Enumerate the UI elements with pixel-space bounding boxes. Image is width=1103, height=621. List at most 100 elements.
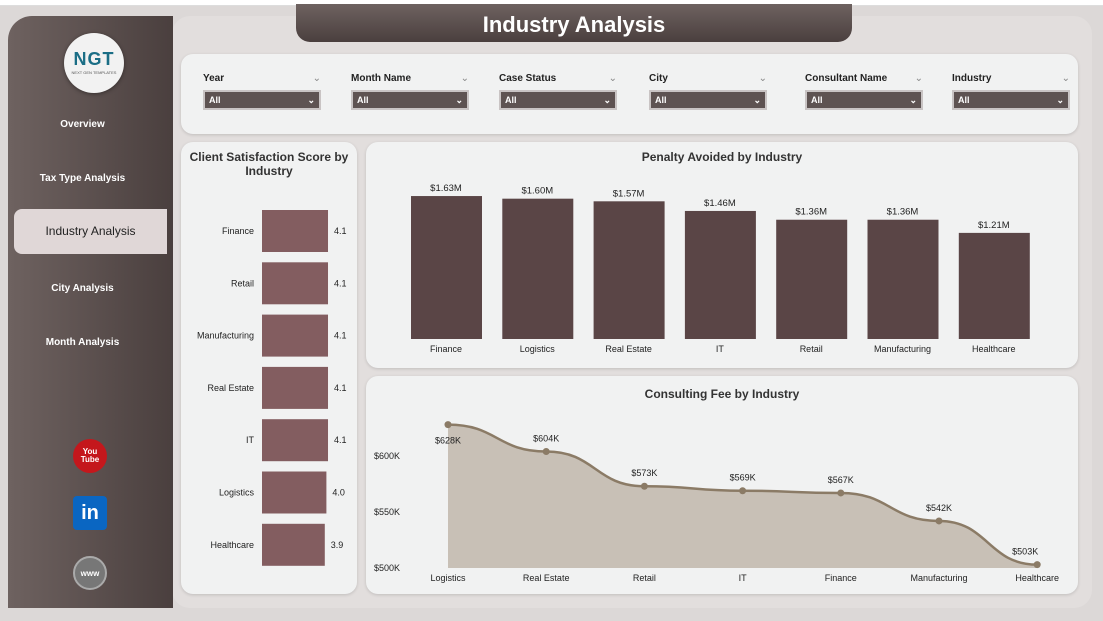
chevron-down-icon: ⌄ (753, 95, 761, 105)
data-label: $1.36M (795, 207, 827, 218)
data-point (837, 489, 845, 497)
filter-year: Year ⌄ All ⌄ (203, 73, 321, 110)
penalty-title: Penalty Avoided by Industry (641, 150, 803, 164)
data-label: 4.1 (334, 278, 347, 288)
sidebar-item-industry[interactable]: Industry Analysis (14, 209, 167, 254)
data-label: $569K (730, 473, 756, 483)
bar (262, 210, 329, 252)
filter-panel (181, 54, 1078, 134)
data-label: 4.1 (334, 226, 347, 236)
category-label: Retail (800, 344, 823, 354)
bar (776, 219, 848, 339)
data-label: 3.9 (331, 540, 344, 550)
chevron-down-icon: ⌄ (307, 95, 315, 105)
data-label: $604K (533, 434, 559, 444)
satisfaction-title: Client Satisfaction Score by Industry (189, 150, 349, 178)
chevron-down-icon[interactable]: ⌄ (758, 73, 767, 84)
data-label: $567K (828, 475, 854, 485)
category-label: Real Estate (605, 344, 652, 354)
filter-city: City ⌄ All ⌄ (649, 73, 767, 110)
data-point (739, 487, 747, 495)
category-label: Manufacturing (874, 344, 931, 354)
chevron-down-icon[interactable]: ⌄ (608, 73, 617, 84)
bar (867, 219, 939, 339)
data-label: 4.1 (334, 383, 347, 393)
category-label: Retail (231, 278, 254, 288)
category-label: Finance (825, 573, 857, 583)
data-label: $1.36M (887, 207, 919, 218)
category-label: Manufacturing (197, 331, 254, 341)
filter-label-text: Industry (952, 73, 992, 84)
filter-industry: Industry ⌄ All ⌄ (952, 73, 1070, 110)
satisfaction-chart: Finance 4.1 Retail 4.1 Manufacturing 4.1 Real … (197, 210, 347, 566)
category-label: Real Estate (207, 383, 254, 393)
data-point (1033, 561, 1041, 569)
sidebar-item-tax-type[interactable]: Tax Type Analysis (39, 173, 126, 184)
bar (593, 201, 665, 339)
logo: NGT NEXT GEN TEMPLATES (64, 33, 124, 93)
filter-dropdown[interactable]: All ⌄ (649, 90, 767, 110)
filter-value: All (357, 95, 369, 105)
filter-label-text: Case Status (499, 73, 557, 84)
category-label: IT (739, 573, 748, 583)
filter-dropdown[interactable]: All ⌄ (203, 90, 321, 110)
category-label: Healthcare (210, 540, 254, 550)
filter-label: City ⌄ (649, 73, 767, 84)
filter-case-status: Case Status ⌄ All ⌄ (499, 73, 617, 110)
penalty-chart: $1.63M Finance $1.60M Logistics $1.57M Real E… (411, 183, 1030, 354)
data-label: $1.60M (521, 186, 553, 197)
sidebar-item-city[interactable]: City Analysis (51, 283, 114, 294)
category-label: Logistics (520, 344, 556, 354)
filter-value: All (811, 95, 823, 105)
filter-label-text: City (649, 73, 668, 84)
filter-label: Year ⌄ (203, 73, 321, 84)
category-label: Logistics (219, 488, 255, 498)
y-tick-label: $600K (374, 451, 400, 461)
filter-label-text: Consultant Name (805, 73, 888, 84)
chevron-down-icon[interactable]: ⌄ (460, 73, 469, 84)
fee-title: Consulting Fee by Industry (644, 387, 800, 401)
data-label: $1.46M (704, 198, 736, 209)
youtube-icon[interactable]: You Tube (73, 439, 107, 473)
filter-value: All (209, 95, 221, 105)
data-label: $542K (926, 503, 952, 513)
chevron-down-icon[interactable]: ⌄ (1061, 73, 1070, 84)
bar (262, 471, 327, 514)
category-label: Real Estate (523, 573, 570, 583)
bar (411, 196, 482, 339)
category-label: Healthcare (1015, 573, 1059, 583)
chevron-down-icon: ⌄ (455, 95, 463, 105)
y-tick-label: $550K (374, 507, 400, 517)
filter-label: Consultant Name ⌄ (805, 73, 923, 84)
category-label: IT (246, 435, 255, 445)
linkedin-icon[interactable]: in (73, 496, 107, 530)
category-label: Finance (430, 344, 462, 354)
chevron-down-icon: ⌄ (909, 95, 917, 105)
globe-icon[interactable]: www (73, 556, 107, 590)
data-label: 4.1 (334, 331, 347, 341)
filter-month-name: Month Name ⌄ All ⌄ (351, 73, 469, 110)
fee-chart: $500K $550K $600K $628K Logistics $604K Real E… (374, 421, 1059, 583)
filter-value: All (958, 95, 970, 105)
bar (262, 419, 329, 462)
data-point (542, 448, 550, 456)
sidebar-item-month[interactable]: Month Analysis (45, 337, 120, 348)
bar (684, 210, 756, 339)
chevron-down-icon[interactable]: ⌄ (914, 73, 923, 84)
filter-dropdown[interactable]: All ⌄ (499, 90, 617, 110)
data-label: $1.21M (978, 220, 1010, 231)
y-tick-label: $500K (374, 563, 400, 573)
category-label: Manufacturing (910, 573, 967, 583)
filter-label: Case Status ⌄ (499, 73, 617, 84)
category-label: Finance (222, 226, 254, 236)
filter-label: Industry ⌄ (952, 73, 1070, 84)
filter-label: Month Name ⌄ (351, 73, 469, 84)
filter-value: All (505, 95, 517, 105)
filter-dropdown[interactable]: All ⌄ (952, 90, 1070, 110)
chevron-down-icon[interactable]: ⌄ (312, 73, 321, 84)
filter-label-text: Year (203, 73, 225, 84)
sidebar-item-overview[interactable]: Overview (60, 119, 105, 130)
filter-dropdown[interactable]: All ⌄ (805, 90, 923, 110)
filter-dropdown[interactable]: All ⌄ (351, 90, 469, 110)
bar (262, 366, 329, 409)
